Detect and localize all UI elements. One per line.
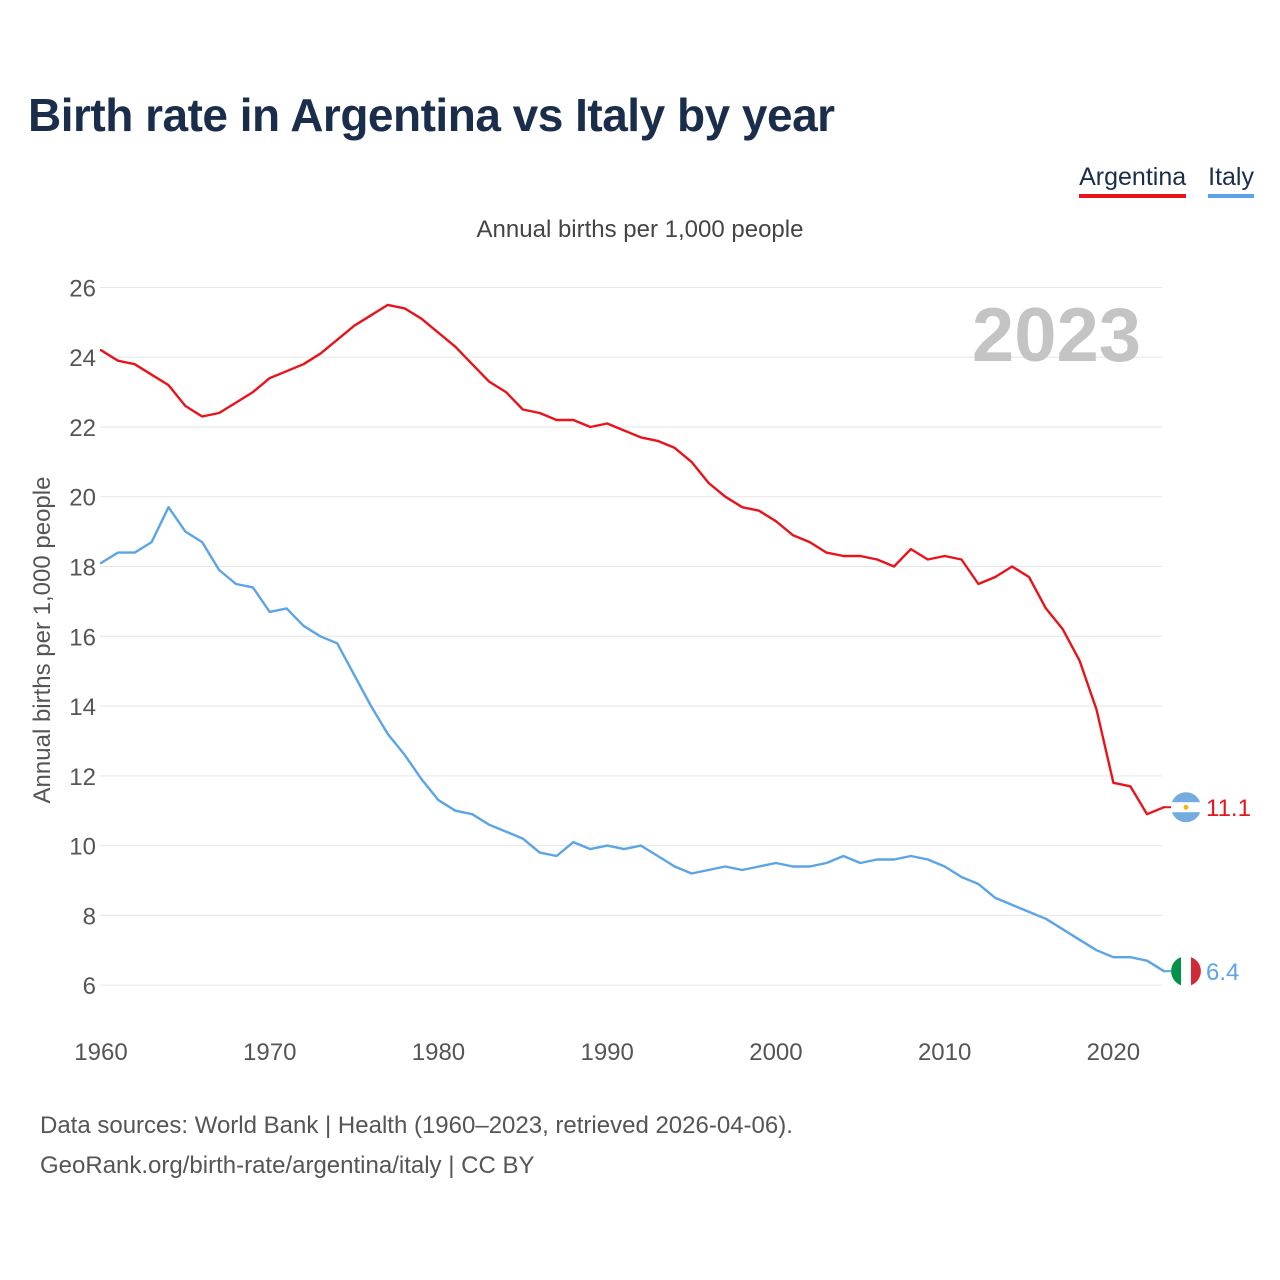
y-tick-label: 14 [69, 694, 96, 721]
y-tick-label: 6 [83, 973, 96, 1000]
chart-title: Birth rate in Argentina vs Italy by year [28, 89, 835, 141]
source-link[interactable]: GeoRank.org/birth-rate/argentina/italy |… [40, 1152, 535, 1179]
legend-item-argentina[interactable]: Argentina [1079, 163, 1187, 198]
x-tick-label: 2010 [918, 1039, 971, 1066]
year-label: 2023 [972, 293, 1141, 378]
y-tick-label: 24 [69, 345, 96, 372]
x-tick-label: 1990 [580, 1039, 633, 1066]
x-tick-label: 1970 [243, 1039, 296, 1066]
legend: Argentina Italy [1079, 163, 1254, 198]
chart-subtitle: Annual births per 1,000 people [476, 216, 804, 243]
y-tick-label: 18 [69, 555, 96, 582]
series-line-argentina [99, 303, 1166, 816]
end-value-label-italy: 6.4 [1206, 959, 1239, 986]
italy-flag-red [1191, 957, 1201, 986]
x-tick-label: 2020 [1087, 1039, 1140, 1066]
end-value-label-argentina: 11.1 [1206, 795, 1251, 822]
legend-item-italy[interactable]: Italy [1208, 163, 1254, 198]
y-tick-label: 20 [69, 485, 96, 512]
y-tick-label: 12 [69, 764, 96, 791]
footer: Data sources: World Bank | Health (1960–… [40, 1106, 793, 1186]
y-tick-label: 22 [69, 415, 96, 442]
y-tick-label: 8 [83, 903, 96, 930]
y-axis-label: Annual births per 1,000 people [29, 477, 56, 804]
argentina-flag-sun [1183, 804, 1189, 810]
series-line-italy [99, 506, 1166, 973]
x-tick-label: 2000 [749, 1039, 802, 1066]
y-tick-label: 10 [69, 834, 96, 861]
x-tick-label: 1960 [74, 1039, 127, 1066]
y-tick-label: 26 [69, 275, 96, 302]
data-source-text: Data sources: World Bank | Health (1960–… [40, 1112, 793, 1139]
x-tick-label: 1980 [412, 1039, 465, 1066]
italy-flag-green [1171, 957, 1181, 986]
y-tick-label: 16 [69, 624, 96, 651]
